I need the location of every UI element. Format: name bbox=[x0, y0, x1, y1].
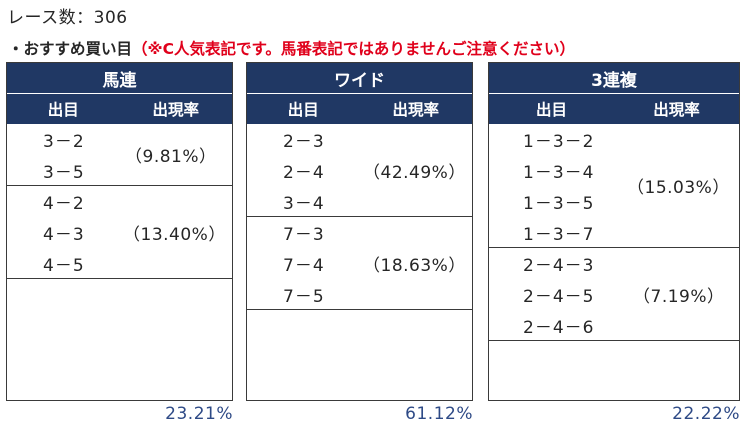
column-header-rate: 出現率 bbox=[152, 101, 199, 119]
combo-cell: 1－3－4 bbox=[523, 163, 595, 183]
combo-cell: 4－5 bbox=[43, 256, 85, 276]
combo-cell: 2－4－3 bbox=[523, 256, 595, 276]
panel-title: 3連複 bbox=[489, 63, 739, 94]
bet-group: 2－4－3 2－4－5 2－4－6 （7.19%） bbox=[489, 248, 739, 341]
bet-group: 4－2 4－3 4－5 （13.40%） bbox=[7, 186, 232, 279]
combo-cell: 1－3－2 bbox=[523, 132, 595, 152]
group-rate: （9.81%） bbox=[125, 147, 217, 167]
combo-cell: 2－4 bbox=[283, 163, 325, 183]
race-count: レース数：306 bbox=[7, 8, 128, 28]
combo-cell: 4－2 bbox=[43, 194, 85, 214]
bet-group: 2－3 2－4 3－4 （42.49%） bbox=[247, 124, 472, 217]
column-header-combo: 出目 bbox=[47, 101, 79, 119]
column-header-row: 出目 出現率 bbox=[7, 94, 232, 124]
group-rate: （7.19%） bbox=[633, 286, 725, 307]
combo-cell: 3－4 bbox=[283, 194, 325, 214]
combo-cell: 7－4 bbox=[283, 256, 325, 276]
panel-total-rate: 22.22% bbox=[672, 404, 740, 424]
panel-wide: ワイド 出目 出現率 2－3 2－4 3－4 （42.49%） 7－3 7－4 … bbox=[246, 62, 473, 424]
column-header-row: 出目 出現率 bbox=[489, 94, 739, 124]
column-header-row: 出目 出現率 bbox=[247, 94, 472, 124]
panel-umaren: 馬連 出目 出現率 3－2 3－5 （9.81%） 4－2 4－3 4－5 （1… bbox=[6, 62, 233, 424]
group-rate: （18.63%） bbox=[363, 255, 466, 276]
combo-cell: 7－3 bbox=[283, 225, 325, 245]
column-header-combo: 出目 bbox=[287, 101, 319, 119]
panel-title: ワイド bbox=[247, 63, 472, 94]
popularity-notice: （※C人気表記です。馬番表記ではありませんご注意ください） bbox=[132, 40, 575, 58]
combo-cell: 2－3 bbox=[283, 132, 325, 152]
combo-cell: 3－5 bbox=[43, 163, 85, 183]
group-rate: （42.49%） bbox=[363, 162, 466, 183]
combo-cell: 4－3 bbox=[43, 225, 85, 245]
recommended-bets-label: おすすめ買い目 bbox=[23, 40, 133, 58]
combo-cell: 1－3－7 bbox=[523, 225, 595, 245]
combo-cell: 2－4－5 bbox=[523, 287, 595, 307]
panel-title: 馬連 bbox=[7, 63, 232, 94]
panel-total-rate: 23.21% bbox=[165, 404, 233, 424]
bullet: ・ bbox=[8, 40, 24, 58]
bet-group: 1－3－2 1－3－4 1－3－5 1－3－7 （15.03%） bbox=[489, 124, 739, 248]
panel-sanrenpuku: 3連複 出目 出現率 1－3－2 1－3－4 1－3－5 1－3－7 （15.0… bbox=[488, 62, 740, 424]
panel-total-rate: 61.12% bbox=[405, 404, 473, 424]
recommended-bets-heading: ・おすすめ買い目（※C人気表記です。馬番表記ではありませんご注意ください） bbox=[8, 37, 575, 59]
bet-group: 3－2 3－5 （9.81%） bbox=[7, 124, 232, 186]
combo-cell: 7－5 bbox=[283, 287, 325, 307]
column-header-combo: 出目 bbox=[535, 101, 567, 119]
combo-cell: 3－2 bbox=[43, 132, 85, 152]
bet-group: 7－3 7－4 7－5 （18.63%） bbox=[247, 217, 472, 310]
combo-cell: 1－3－5 bbox=[523, 194, 595, 214]
combo-cell: 2－4－6 bbox=[523, 318, 595, 338]
column-header-rate: 出現率 bbox=[653, 101, 700, 119]
column-header-rate: 出現率 bbox=[392, 101, 439, 119]
group-rate: （13.40%） bbox=[123, 224, 226, 245]
group-rate: （15.03%） bbox=[627, 178, 730, 198]
